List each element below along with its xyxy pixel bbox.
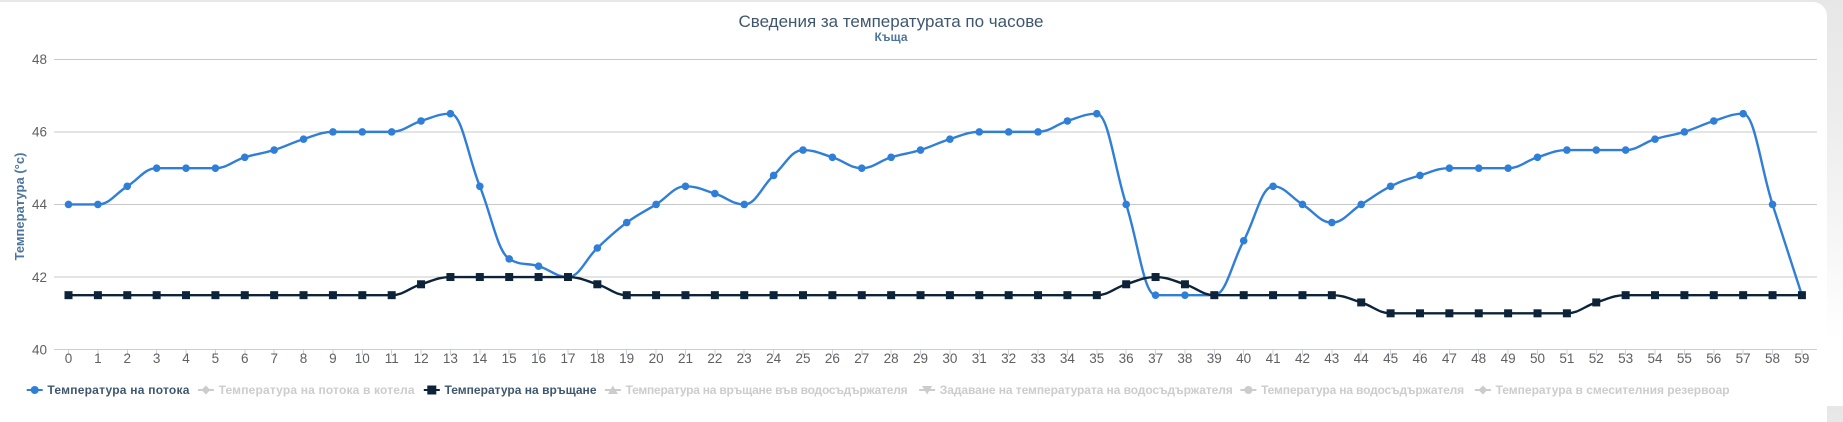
svg-text:48: 48	[32, 52, 47, 67]
svg-text:Температура (°c): Температура (°c)	[12, 153, 27, 261]
svg-text:6: 6	[241, 351, 249, 366]
svg-text:41: 41	[1266, 351, 1281, 366]
svg-text:40: 40	[1236, 351, 1251, 366]
svg-text:Температура на връщане: Температура на връщане	[445, 383, 597, 397]
svg-text:13: 13	[443, 351, 458, 366]
svg-text:46: 46	[32, 125, 47, 140]
svg-text:33: 33	[1030, 351, 1045, 366]
svg-text:47: 47	[1442, 351, 1457, 366]
svg-text:57: 57	[1736, 351, 1751, 366]
svg-text:25: 25	[795, 351, 810, 366]
svg-text:Температура на водосъдържателя: Температура на водосъдържателя	[1261, 383, 1464, 397]
svg-text:46: 46	[1412, 351, 1427, 366]
svg-text:16: 16	[531, 351, 546, 366]
svg-text:15: 15	[502, 351, 517, 366]
svg-text:4: 4	[182, 351, 190, 366]
svg-text:36: 36	[1119, 351, 1134, 366]
svg-text:3: 3	[153, 351, 161, 366]
svg-text:28: 28	[884, 351, 899, 366]
svg-text:8: 8	[300, 351, 308, 366]
svg-text:10: 10	[355, 351, 370, 366]
svg-text:24: 24	[766, 351, 782, 366]
svg-text:Къща: Къща	[874, 30, 907, 44]
svg-text:30: 30	[942, 351, 957, 366]
svg-text:9: 9	[329, 351, 337, 366]
svg-text:34: 34	[1060, 351, 1076, 366]
svg-text:26: 26	[825, 351, 840, 366]
svg-text:53: 53	[1618, 351, 1633, 366]
svg-text:Задаване на температурата на в: Задаване на температурата на водосъдържа…	[940, 383, 1233, 397]
svg-text:49: 49	[1501, 351, 1516, 366]
svg-text:39: 39	[1207, 351, 1222, 366]
svg-text:27: 27	[854, 351, 869, 366]
svg-text:Сведения за температурата по ч: Сведения за температурата по часове	[738, 12, 1043, 31]
svg-text:38: 38	[1177, 351, 1192, 366]
svg-text:48: 48	[1471, 351, 1486, 366]
svg-text:19: 19	[619, 351, 634, 366]
svg-text:54: 54	[1647, 351, 1663, 366]
svg-text:50: 50	[1530, 351, 1545, 366]
svg-text:45: 45	[1383, 351, 1398, 366]
svg-text:43: 43	[1324, 351, 1339, 366]
svg-text:1: 1	[94, 351, 102, 366]
svg-text:42: 42	[32, 270, 47, 285]
svg-text:Температура в смесителния резе: Температура в смесителния резервоар	[1496, 383, 1730, 397]
svg-text:22: 22	[707, 351, 722, 366]
svg-text:7: 7	[270, 351, 278, 366]
svg-text:11: 11	[385, 351, 399, 366]
svg-text:35: 35	[1089, 351, 1104, 366]
svg-text:Температура на потока в котела: Температура на потока в котела	[219, 383, 415, 397]
svg-text:56: 56	[1706, 351, 1721, 366]
svg-text:17: 17	[560, 351, 575, 366]
svg-text:40: 40	[32, 342, 47, 357]
svg-text:58: 58	[1765, 351, 1780, 366]
svg-text:12: 12	[414, 351, 429, 366]
svg-text:Температура на връщане във вод: Температура на връщане във водосъдържате…	[626, 383, 908, 397]
svg-text:20: 20	[649, 351, 664, 366]
svg-text:2: 2	[124, 351, 132, 366]
svg-text:31: 31	[972, 351, 987, 366]
svg-text:59: 59	[1794, 351, 1809, 366]
svg-text:44: 44	[32, 197, 48, 212]
svg-text:18: 18	[590, 351, 605, 366]
svg-text:Температура на потока: Температура на потока	[47, 383, 189, 397]
svg-text:21: 21	[678, 351, 693, 366]
svg-text:32: 32	[1001, 351, 1016, 366]
svg-text:42: 42	[1295, 351, 1310, 366]
svg-text:52: 52	[1589, 351, 1604, 366]
svg-text:0: 0	[65, 351, 73, 366]
svg-text:5: 5	[212, 351, 220, 366]
svg-text:14: 14	[472, 351, 488, 366]
svg-text:23: 23	[737, 351, 752, 366]
svg-text:55: 55	[1677, 351, 1692, 366]
svg-text:37: 37	[1148, 351, 1163, 366]
svg-text:29: 29	[913, 351, 928, 366]
svg-text:44: 44	[1354, 351, 1370, 366]
svg-text:51: 51	[1559, 351, 1574, 366]
